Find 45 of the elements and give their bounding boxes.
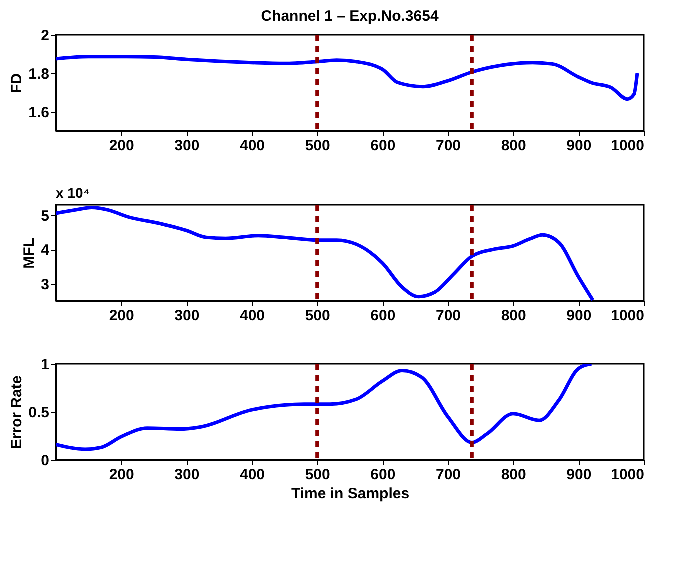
x-tick-label: 200: [109, 308, 134, 324]
x-axis-title: Time in Samples: [291, 486, 410, 502]
line-series: [56, 55, 640, 102]
x-tick-label: 200: [109, 138, 134, 154]
x-tick-label: 800: [501, 466, 526, 484]
x-tick-label: 500: [305, 308, 330, 324]
x-tick-label: 700: [436, 138, 462, 154]
x-tick-label: 400: [240, 466, 266, 484]
x-tick-label: 300: [174, 466, 200, 484]
y-tick-label: 4: [41, 242, 50, 260]
x-tick-label: 600: [370, 466, 396, 484]
x-tick-label: 400: [240, 138, 266, 154]
x-tick-label: 300: [174, 138, 200, 154]
x-tick-label: 300: [174, 308, 200, 324]
x-tick-label: 700: [436, 466, 462, 484]
x-tick-label: 500: [305, 466, 330, 484]
x-tick-label: 900: [566, 138, 592, 154]
x-tick-label: 600: [370, 138, 396, 154]
x-tick-label: 1000: [611, 466, 644, 484]
x-tick-label: 1000: [611, 138, 644, 154]
y-axis-title: Error Rate: [8, 376, 26, 450]
y-tick-label: 1: [41, 356, 50, 374]
text: x 10⁴: [56, 185, 90, 201]
y-tick-label: 3: [41, 276, 50, 294]
chart-title: Channel 1 – Exp.No.3654: [261, 8, 440, 25]
x-tick-label: 500: [305, 138, 330, 154]
x-tick-label: 900: [566, 466, 592, 484]
x-tick-label: 400: [240, 308, 266, 324]
x-tick-label: 1000: [611, 308, 644, 324]
y-tick-label: 0.5: [28, 404, 50, 422]
x-tick-label: 900: [566, 308, 592, 324]
y-axis-title: MFL: [21, 238, 38, 269]
y-tick-label: 0: [41, 452, 50, 470]
x-tick-label: 800: [501, 308, 526, 324]
line-series: [56, 364, 594, 452]
y-tick-label: 2: [41, 28, 50, 44]
x-tick-label: 600: [370, 308, 396, 324]
y-tick-label: 5: [41, 208, 50, 225]
y-tick-label: 1.6: [28, 104, 50, 122]
x-tick-label: 700: [436, 308, 462, 324]
x-tick-label: 800: [501, 138, 526, 154]
x-tick-label: 200: [109, 466, 134, 484]
line-series: [56, 206, 595, 301]
y-tick-label: 1.8: [28, 66, 50, 83]
y-axis-title: FD: [8, 73, 26, 94]
